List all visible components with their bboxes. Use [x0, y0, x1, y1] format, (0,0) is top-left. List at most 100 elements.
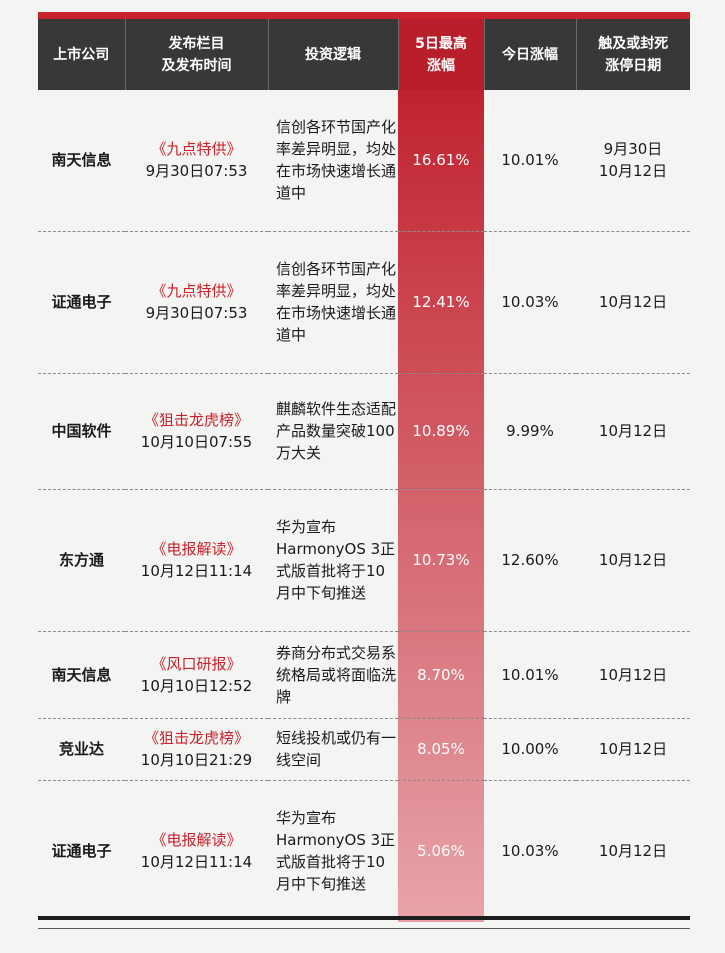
date-cell: 10月12日: [576, 373, 690, 490]
publish-time: 10月12日11:14: [140, 562, 253, 580]
table-row: 证通电子 《九点特供》 9月30日07:53 信创各环节国产化率差异明显，均处在市场快…: [38, 231, 690, 374]
limit-date: 10月12日: [598, 665, 668, 684]
column-time-cell: 《九点特供》 9月30日07:53: [125, 90, 268, 232]
company-name: 南天信息: [51, 151, 112, 170]
column-time-cell: 《狙击龙虎榜》 10月10日07:55: [125, 373, 268, 490]
top-accent-bar: [38, 12, 690, 19]
gain-cell: 10.73%: [398, 489, 484, 632]
investment-logic: 华为宣布HarmonyOS 3正式版首批将于10月中下旬推送: [276, 809, 396, 894]
limit-date-2: 10月12日: [598, 162, 668, 181]
column-name: 《电报解读》: [151, 831, 242, 850]
five-day-gain: 8.05%: [417, 740, 465, 758]
logic-cell: 华为宣布HarmonyOS 3正式版首批将于10月中下旬推送: [268, 780, 398, 922]
header-limit-date: 触及或封死 涨停日期: [576, 19, 690, 90]
five-day-gain: 16.61%: [412, 151, 470, 170]
column-name: 《电报解读》: [151, 540, 242, 558]
today-cell: 10.03%: [484, 231, 576, 374]
five-day-gain: 8.70%: [417, 665, 465, 684]
publish-time: 10月10日07:55: [140, 433, 253, 451]
logic-cell: 短线投机或仍有一线空间: [268, 718, 398, 781]
logic-cell: 信创各环节国产化率差异明显，均处在市场快速增长通道中: [268, 231, 398, 374]
limit-date: 10月12日: [598, 551, 668, 569]
gain-cell: 12.41%: [398, 231, 484, 374]
limit-date: 9月30日: [603, 140, 663, 159]
date-cell: 10月12日: [576, 718, 690, 781]
publish-time: 10月10日12:52: [140, 676, 253, 695]
investment-logic: 信创各环节国产化率差异明显，均处在市场快速增长通道中: [276, 118, 397, 203]
today-gain: 10.03%: [501, 842, 559, 861]
investment-logic: 券商分布式交易系统格局或将面临洗牌: [276, 643, 397, 706]
bottom-rule-thin: [38, 928, 690, 929]
publish-time: 10月12日11:14: [140, 853, 253, 872]
date-cell: 10月12日: [576, 780, 690, 922]
header-column-time: 发布栏目 及发布时间: [125, 19, 269, 90]
gain-cell: 8.05%: [398, 718, 484, 781]
investment-logic: 麒麟软件生态适配产品数量突破100万大关: [276, 400, 397, 462]
company-cell: 东方通: [38, 489, 125, 632]
table-row: 竞业达 《狙击龙虎榜》 10月10日21:29 短线投机或仍有一线空间 8.05% 10.…: [38, 718, 690, 781]
company-name: 证通电子: [51, 293, 112, 311]
table-row: 东方通 《电报解读》 10月12日11:14 华为宣布HarmonyOS 3正式版首批…: [38, 489, 690, 632]
company-name: 东方通: [58, 551, 104, 569]
five-day-gain: 10.73%: [412, 551, 470, 569]
column-name: 《狙击龙虎榜》: [143, 411, 249, 429]
today-cell: 10.01%: [484, 631, 576, 719]
logic-cell: 华为宣布HarmonyOS 3正式版首批将于10月中下旬推送: [268, 489, 398, 632]
company-name: 证通电子: [51, 842, 112, 861]
column-name: 《风口研报》: [151, 654, 242, 673]
publish-time: 9月30日07:53: [145, 304, 248, 322]
column-time-cell: 《电报解读》 10月12日11:14: [125, 780, 268, 922]
gain-cell: 10.89%: [398, 373, 484, 490]
today-cell: 10.00%: [484, 718, 576, 781]
column-time-cell: 《九点特供》 9月30日07:53: [125, 231, 268, 374]
five-day-gain: 10.89%: [412, 422, 470, 440]
table-row: 南天信息 《风口研报》 10月10日12:52 券商分布式交易系统格局或将面临洗牌 8.…: [38, 631, 690, 719]
table-row: 中国软件 《狙击龙虎榜》 10月10日07:55 麒麟软件生态适配产品数量突破100万…: [38, 373, 690, 490]
investment-logic: 信创各环节国产化率差异明显，均处在市场快速增长通道中: [276, 260, 397, 344]
today-gain: 9.99%: [506, 422, 554, 440]
table-row: 证通电子 《电报解读》 10月12日11:14 华为宣布HarmonyOS 3正式版首…: [38, 780, 690, 922]
date-cell: 10月12日: [576, 631, 690, 719]
publish-time: 10月10日21:29: [140, 751, 253, 769]
column-name: 《九点特供》: [151, 140, 242, 159]
gain-cell: 5.06%: [398, 780, 484, 922]
column-time-cell: 《狙击龙虎榜》 10月10日21:29: [125, 718, 268, 781]
today-gain: 10.01%: [501, 665, 559, 684]
investment-logic: 华为宣布HarmonyOS 3正式版首批将于10月中下旬推送: [276, 518, 396, 602]
company-cell: 证通电子: [38, 231, 125, 374]
column-time-cell: 《风口研报》 10月10日12:52: [125, 631, 268, 719]
today-gain: 10.00%: [501, 740, 559, 758]
stock-table-container: 上市公司 发布栏目 及发布时间 投资逻辑 5日最高 涨幅 今日涨幅 触及或封死 涨停日…: [38, 12, 690, 922]
bottom-rule-thick: [38, 916, 690, 920]
header-5day-gain: 5日最高 涨幅: [398, 19, 485, 90]
company-cell: 证通电子: [38, 780, 125, 922]
header-logic: 投资逻辑: [268, 19, 399, 90]
stock-table: 上市公司 发布栏目 及发布时间 投资逻辑 5日最高 涨幅 今日涨幅 触及或封死 涨停日…: [38, 19, 690, 922]
company-cell: 南天信息: [38, 631, 125, 719]
gain-cell: 8.70%: [398, 631, 484, 719]
company-name: 中国软件: [51, 422, 112, 440]
column-name: 《狙击龙虎榜》: [143, 729, 249, 747]
today-cell: 9.99%: [484, 373, 576, 490]
date-cell: 9月30日 10月12日: [576, 90, 690, 232]
header-row: 上市公司 发布栏目 及发布时间 投资逻辑 5日最高 涨幅 今日涨幅 触及或封死 涨停日…: [38, 19, 690, 90]
limit-date: 10月12日: [598, 293, 668, 311]
column-time-cell: 《电报解读》 10月12日11:14: [125, 489, 268, 632]
today-gain: 12.60%: [501, 551, 559, 569]
company-name: 南天信息: [51, 665, 112, 684]
five-day-gain: 12.41%: [412, 293, 470, 311]
five-day-gain: 5.06%: [417, 842, 465, 861]
company-cell: 中国软件: [38, 373, 125, 490]
limit-date: 10月12日: [598, 740, 668, 758]
date-cell: 10月12日: [576, 231, 690, 374]
column-name: 《九点特供》: [151, 282, 242, 300]
logic-cell: 券商分布式交易系统格局或将面临洗牌: [268, 631, 398, 719]
investment-logic: 短线投机或仍有一线空间: [276, 729, 397, 769]
today-cell: 10.03%: [484, 780, 576, 922]
company-cell: 竞业达: [38, 718, 125, 781]
limit-date: 10月12日: [598, 422, 668, 440]
today-gain: 10.03%: [501, 293, 559, 311]
gain-cell: 16.61%: [398, 90, 484, 232]
today-gain: 10.01%: [501, 151, 559, 170]
today-cell: 10.01%: [484, 90, 576, 232]
